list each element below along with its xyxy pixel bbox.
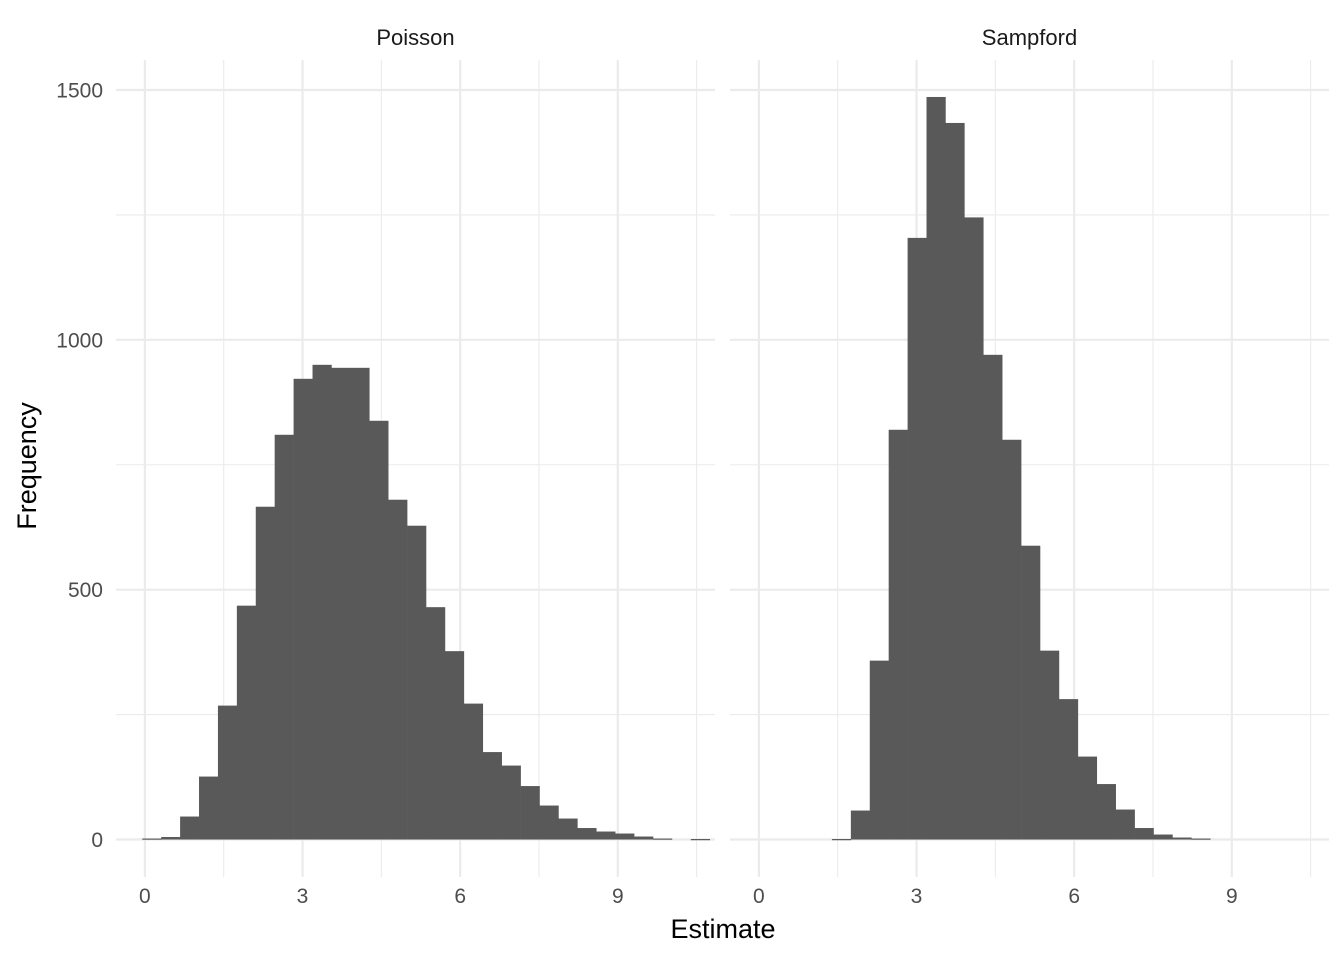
histogram-bar: [331, 367, 351, 840]
histogram-bar: [1040, 650, 1060, 840]
histogram-bar: [945, 122, 965, 840]
histogram-bar: [1077, 756, 1098, 840]
histogram-bar: [831, 839, 852, 841]
histogram-bar: [255, 506, 275, 840]
histogram-bar: [199, 776, 219, 840]
histogram-bar: [426, 607, 446, 840]
histogram-bar: [444, 651, 465, 840]
histogram-bar: [634, 836, 654, 840]
histogram-bar: [652, 838, 673, 840]
histogram-bar: [274, 434, 294, 840]
x-tick-label: 3: [911, 885, 923, 908]
histogram-bar: [558, 818, 578, 840]
y-tick-label: 500: [68, 579, 103, 602]
facet-panels: 0 3 6 9 Poisson 0 3 6 9 Sampford: [116, 25, 1329, 908]
histogram-bar: [1191, 838, 1211, 840]
histogram-bar: [690, 839, 711, 841]
x-tick-label: 0: [753, 885, 765, 908]
histogram-bar: [388, 499, 408, 840]
histogram-bar: [161, 837, 181, 840]
x-axis-title: Estimate: [670, 914, 775, 944]
y-tick-label: 1000: [56, 329, 103, 352]
histogram-bar: [964, 217, 984, 840]
histogram-bar: [577, 828, 597, 840]
y-axis-ticks: 0 500 1000 1500: [56, 79, 103, 852]
x-tick-label: 0: [139, 885, 151, 908]
histogram-bar: [312, 364, 332, 840]
x-tick-label: 9: [1226, 885, 1238, 908]
histogram-bar: [926, 96, 946, 840]
y-axis-title: Frequency: [12, 402, 42, 530]
y-tick-label: 0: [91, 829, 103, 852]
facet-panel-poisson: 0 3 6 9 Poisson: [116, 25, 715, 908]
histogram-bar: [850, 810, 871, 840]
histogram-bar: [888, 429, 908, 840]
histogram-bar: [907, 237, 927, 840]
histogram-bar: [501, 765, 521, 840]
x-tick-label: 6: [454, 885, 466, 908]
histogram-bar: [1172, 837, 1192, 840]
histogram-bar: [482, 752, 502, 840]
histogram-bar: [1058, 699, 1079, 840]
histogram-bar: [1153, 834, 1173, 840]
histogram-bar: [520, 786, 540, 840]
histogram-bar: [1096, 784, 1116, 840]
histogram-bar: [142, 838, 162, 840]
histogram-bar: [1021, 545, 1041, 840]
histogram-bar: [293, 378, 313, 840]
x-tick-label: 9: [612, 885, 624, 908]
x-tick-label: 3: [297, 885, 309, 908]
histogram-bar: [596, 831, 616, 840]
histogram-bar: [236, 605, 257, 840]
histogram-bar: [180, 816, 200, 840]
histogram-bar: [615, 833, 635, 840]
x-tick-label: 6: [1068, 885, 1080, 908]
histogram-bar: [463, 703, 484, 840]
facet-strip-label: Sampford: [982, 25, 1077, 50]
histogram-bar: [1115, 809, 1135, 840]
histogram-bar: [369, 420, 389, 840]
histogram-bar: [407, 525, 427, 840]
histogram-bar: [217, 705, 238, 840]
facet-strip-label: Poisson: [376, 25, 454, 50]
histogram-bar: [869, 660, 889, 840]
y-tick-label: 1500: [56, 79, 103, 102]
histogram-bar: [539, 805, 559, 840]
facet-panel-sampford: 0 3 6 9 Sampford: [730, 25, 1329, 908]
histogram-bar: [1002, 439, 1022, 840]
histogram-bar: [983, 354, 1003, 840]
histogram-bar: [350, 367, 370, 840]
histogram-bar: [1134, 828, 1154, 840]
